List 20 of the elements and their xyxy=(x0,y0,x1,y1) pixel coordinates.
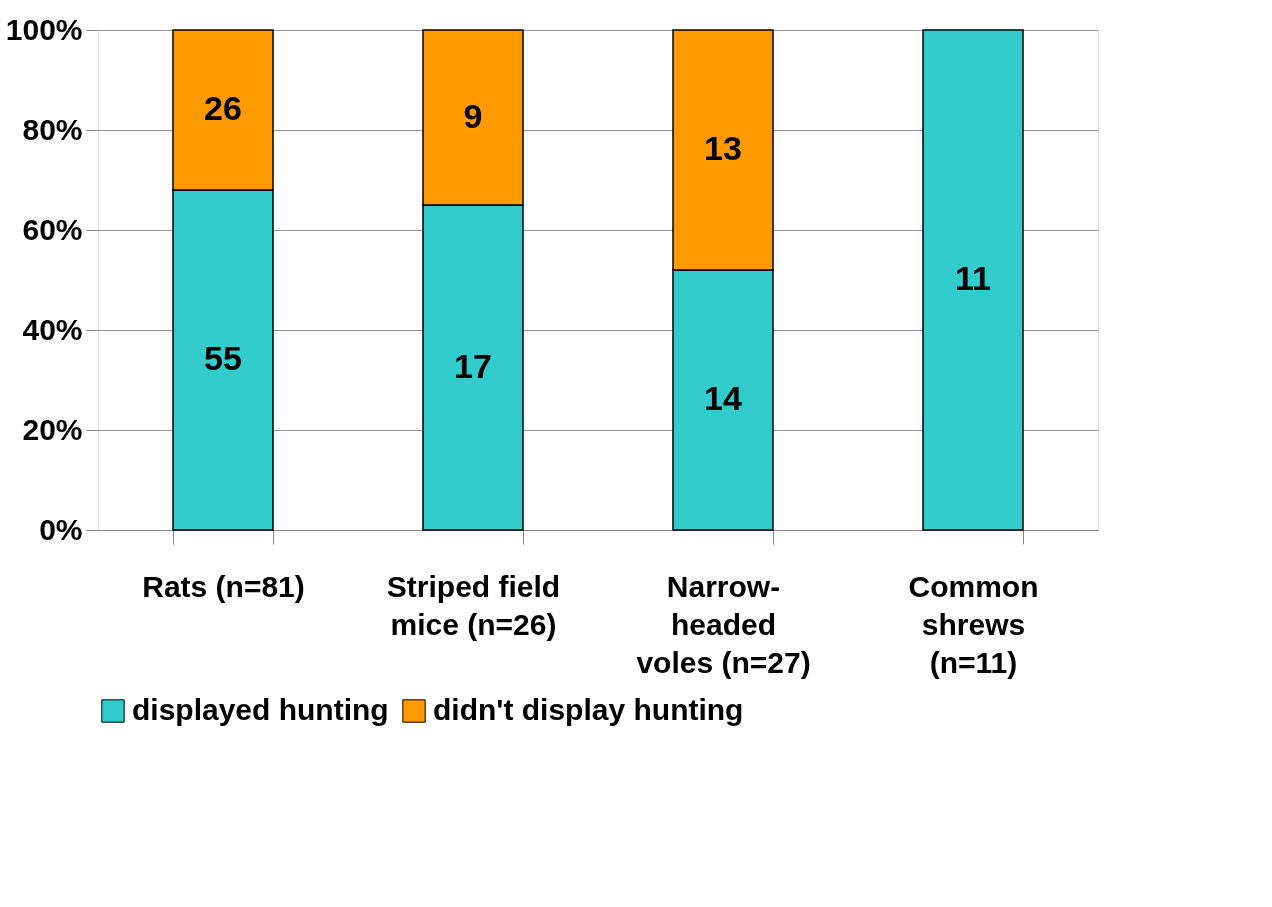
annotation: 26 xyxy=(204,89,242,127)
y-tick-label: 0% xyxy=(39,512,83,546)
annotation: 55 xyxy=(204,339,242,377)
x-tick-label: Narrow- headed voles (n=27) xyxy=(636,569,811,679)
legend-label: displayed hunting xyxy=(132,693,389,726)
annotation: 11 xyxy=(955,259,991,297)
x-tick-label: Rats (n=81) xyxy=(142,569,305,603)
y-tick-label: 20% xyxy=(22,412,83,446)
x-tick-label: Striped field mice (n=26) xyxy=(386,569,561,641)
annotation: 17 xyxy=(454,346,492,385)
y-tick-label: 80% xyxy=(22,112,83,146)
y-tick-label: 60% xyxy=(22,212,83,246)
y-tick-label: 40% xyxy=(22,312,83,346)
y-tick-label: 100% xyxy=(5,12,83,46)
annotation: 9 xyxy=(463,96,483,135)
annotation: 14 xyxy=(704,379,742,417)
annotation: 13 xyxy=(704,129,742,167)
x-tick-label: Common shrews (n=11) xyxy=(908,569,1039,679)
legend-label: didn't display hunting xyxy=(433,693,744,726)
bar xyxy=(922,29,1024,531)
